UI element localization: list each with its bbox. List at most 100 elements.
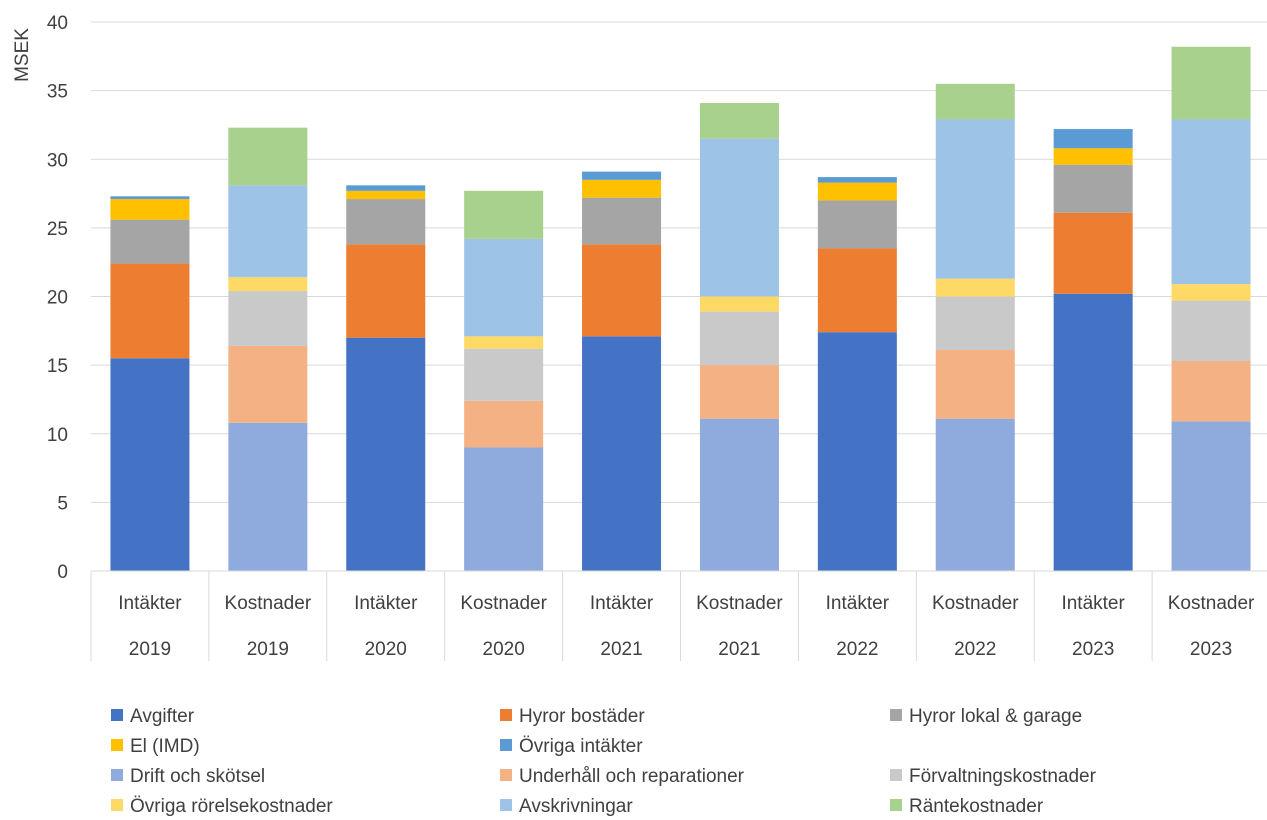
bar-segment <box>582 336 662 571</box>
bar-segment <box>699 102 779 139</box>
y-tick-label: 15 <box>47 356 68 377</box>
bar-segment <box>582 171 662 180</box>
bar-segment <box>935 350 1015 419</box>
bar-segment <box>582 197 662 245</box>
bar-segment <box>110 263 190 359</box>
bar-segment <box>464 336 544 349</box>
legend-item: Avgifter <box>111 706 195 727</box>
bar-segment <box>464 348 544 401</box>
x-year-label: 2021 <box>600 639 642 660</box>
x-year-label: 2023 <box>1072 639 1114 660</box>
legend-item: Övriga intäkter <box>500 736 643 757</box>
bar-segment <box>935 83 1015 120</box>
legend-item: Hyror lokal & garage <box>890 706 1082 727</box>
bar-segment <box>1171 421 1251 571</box>
legend-swatch <box>111 769 123 781</box>
legend-swatch <box>890 769 902 781</box>
y-tick-label: 20 <box>47 288 68 309</box>
bar-segment <box>228 277 308 292</box>
bar-segment <box>935 119 1015 279</box>
bar-segment <box>699 418 779 571</box>
bar-segment <box>228 291 308 346</box>
legend-label: Avgifter <box>130 706 195 727</box>
y-axis-label: MSEK <box>12 28 33 82</box>
legend-label: Avskrivningar <box>519 796 633 817</box>
bar-segment <box>817 248 897 333</box>
y-tick-label: 10 <box>47 425 68 446</box>
x-year-label: 2022 <box>836 639 878 660</box>
bar-segment <box>228 127 308 186</box>
bar-segment <box>1053 148 1133 165</box>
x-category-label: Kostnader <box>225 593 312 614</box>
bar-segment <box>346 190 426 200</box>
legend-label: Övriga rörelsekostnader <box>130 796 333 817</box>
legend-item: Hyror bostäder <box>500 706 645 727</box>
y-tick-label: 30 <box>47 150 68 171</box>
bar-segment <box>346 244 426 338</box>
bar-segment <box>228 422 308 571</box>
legend-swatch <box>500 799 512 811</box>
legend-item: Underhåll och reparationer <box>500 766 745 787</box>
legend-swatch <box>111 739 123 751</box>
x-category-label: Intäkter <box>826 593 890 614</box>
x-category-label: Kostnader <box>696 593 783 614</box>
bar-segment <box>1171 119 1251 285</box>
bar-segment <box>817 332 897 571</box>
bar-segment <box>346 337 426 571</box>
bar-segment <box>699 138 779 297</box>
bars <box>110 46 1251 571</box>
bar-segment <box>1053 129 1133 149</box>
x-category-label: Intäkter <box>1061 593 1125 614</box>
x-category-label: Kostnader <box>932 593 1019 614</box>
legend-item: Förvaltningskostnader <box>890 766 1097 787</box>
x-year-label: 2021 <box>718 639 760 660</box>
bar-segment <box>1053 293 1133 571</box>
bar-segment <box>817 200 897 249</box>
y-tick-label: 5 <box>57 493 68 514</box>
legend-label: Räntekostnader <box>909 796 1044 817</box>
x-category-label: Intäkter <box>354 593 418 614</box>
bar-segment <box>110 199 190 220</box>
bar-segment <box>1171 46 1251 120</box>
bar-segment <box>935 418 1015 571</box>
x-year-label: 2022 <box>954 639 996 660</box>
bar-segment <box>1053 212 1133 294</box>
x-year-label: 2019 <box>129 639 171 660</box>
legend-label: Hyror bostäder <box>519 706 645 727</box>
bar-segment <box>228 185 308 278</box>
bar-segment <box>699 365 779 419</box>
bar-segment <box>110 219 190 264</box>
y-tick-label: 35 <box>47 82 68 103</box>
bar-segment <box>228 345 308 423</box>
legend-swatch <box>500 709 512 721</box>
legend-label: Förvaltningskostnader <box>909 766 1097 787</box>
x-category-label: Kostnader <box>1168 593 1255 614</box>
bar-segment <box>346 185 426 191</box>
bar-segment <box>935 296 1015 351</box>
legend-label: Övriga intäkter <box>519 736 643 757</box>
x-year-label: 2020 <box>365 639 407 660</box>
x-category-label: Intäkter <box>118 593 182 614</box>
bar-segment <box>1171 284 1251 301</box>
legend-swatch <box>111 799 123 811</box>
x-year-label: 2020 <box>483 639 525 660</box>
bar-segment <box>464 447 544 571</box>
x-year-label: 2019 <box>247 639 289 660</box>
legend-label: Drift och skötsel <box>130 766 265 787</box>
legend-item: Räntekostnader <box>890 796 1044 817</box>
bar-segment <box>1171 361 1251 422</box>
bar-segment <box>110 358 190 571</box>
x-axis: Intäkter 2019 Kostnader 2019 Intäkter 2020 Kos… <box>90 570 1267 661</box>
bar-segment <box>935 278 1015 297</box>
bar-segment <box>699 311 779 366</box>
bar-segment <box>346 199 426 245</box>
bar-segment <box>1171 300 1251 362</box>
legend-label: Hyror lokal & garage <box>909 706 1082 727</box>
y-axis-ticks: 0 5 10 15 20 25 30 35 40 <box>47 13 68 583</box>
y-tick-label: 0 <box>57 562 68 583</box>
bar-segment <box>1053 164 1133 213</box>
legend: Avgifter Hyror bostäder Hyror lokal & gara… <box>111 706 1097 817</box>
legend-label: El (IMD) <box>130 736 200 757</box>
legend-item: Övriga rörelsekostnader <box>111 796 333 817</box>
